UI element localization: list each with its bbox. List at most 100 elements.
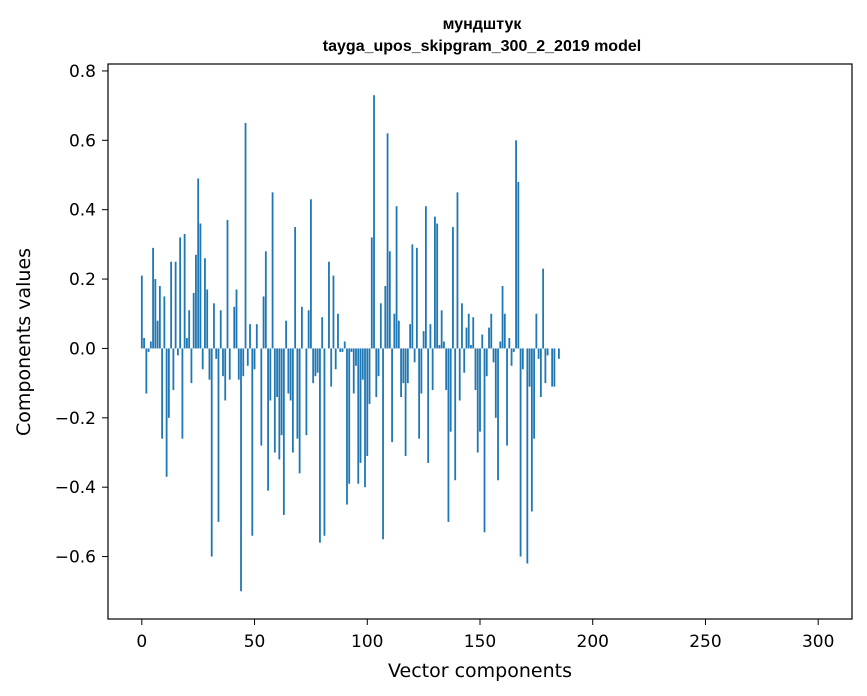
bar	[427, 348, 430, 463]
bar	[445, 348, 448, 391]
bar	[395, 206, 398, 349]
y-tick-label: 0.2	[69, 270, 96, 290]
bar	[269, 348, 272, 401]
bar	[195, 254, 197, 349]
bar	[348, 348, 351, 484]
bar	[339, 348, 342, 352]
bar	[296, 348, 299, 439]
bar	[461, 303, 463, 349]
x-tick-label: 250	[689, 632, 721, 652]
bar	[217, 348, 220, 522]
bar	[197, 178, 200, 349]
bar	[361, 348, 364, 380]
bar	[244, 122, 247, 349]
plot-frame	[107, 63, 853, 620]
bar	[404, 348, 407, 456]
bar	[397, 320, 400, 349]
bar	[479, 348, 481, 432]
bar	[422, 331, 425, 349]
bar	[458, 348, 461, 401]
bar	[316, 348, 319, 373]
bar	[276, 348, 278, 397]
bar	[278, 348, 281, 460]
bar	[219, 310, 222, 349]
bar	[492, 348, 495, 363]
bar	[377, 348, 380, 377]
bar	[393, 313, 396, 349]
bar	[366, 348, 369, 456]
bar	[174, 261, 177, 349]
bar	[255, 324, 258, 349]
bar	[192, 292, 195, 349]
bar	[145, 348, 148, 394]
bar	[512, 348, 515, 352]
x-tick-label: 150	[464, 632, 496, 652]
bar	[429, 324, 432, 349]
bar	[323, 348, 326, 536]
bar	[264, 251, 267, 349]
bar	[499, 341, 502, 349]
bar	[158, 286, 161, 349]
bar	[406, 348, 409, 384]
bar	[508, 338, 511, 349]
chart-subtitle: tayga_upos_skipgram_300_2_2019 model	[323, 38, 641, 55]
bar	[517, 181, 520, 349]
bar	[305, 348, 308, 436]
bar	[246, 348, 249, 366]
bar	[199, 223, 202, 349]
bar	[170, 261, 173, 349]
bar	[379, 303, 382, 349]
bar	[165, 348, 168, 477]
bar	[262, 296, 265, 349]
bar	[352, 348, 355, 394]
bar	[240, 348, 242, 592]
bar	[370, 237, 373, 349]
bar	[210, 348, 213, 557]
bar	[337, 313, 339, 349]
bar	[282, 348, 285, 515]
bar	[294, 227, 297, 349]
bar	[267, 348, 269, 491]
bar	[224, 348, 227, 401]
bar	[501, 286, 504, 349]
bar	[204, 258, 206, 349]
bar	[242, 348, 245, 377]
bar	[497, 348, 499, 481]
bar	[424, 206, 427, 349]
bar	[140, 275, 143, 349]
bar	[183, 233, 186, 349]
y-axis: −0.6 −0.4 −0.2 0.0 0.2 0.4 0.6 0.8	[55, 62, 108, 568]
x-tick-label: 50	[244, 632, 266, 652]
bar	[447, 348, 450, 522]
bar	[163, 296, 166, 349]
bar	[251, 348, 254, 536]
bar	[449, 348, 452, 432]
bar	[188, 310, 191, 349]
bar	[456, 192, 459, 349]
bar	[420, 348, 423, 394]
bar	[289, 348, 292, 401]
y-tick-label: −0.6	[55, 548, 96, 568]
bar	[553, 348, 556, 387]
bar	[494, 348, 497, 418]
bar	[206, 289, 209, 349]
bar	[172, 348, 175, 391]
bar	[208, 348, 211, 380]
bar	[222, 348, 224, 377]
bar	[452, 227, 454, 349]
bar	[521, 348, 524, 370]
bar	[526, 348, 529, 564]
bar	[152, 247, 154, 349]
y-tick-label: 0.0	[69, 339, 96, 359]
bar	[551, 348, 554, 387]
bar	[476, 348, 479, 453]
bar	[402, 348, 405, 384]
chart-title: мундштук	[443, 16, 523, 33]
bar	[343, 341, 346, 349]
bar	[388, 251, 391, 349]
bar	[515, 140, 517, 349]
bar	[341, 348, 344, 352]
bar	[510, 348, 513, 366]
bar	[176, 348, 179, 356]
